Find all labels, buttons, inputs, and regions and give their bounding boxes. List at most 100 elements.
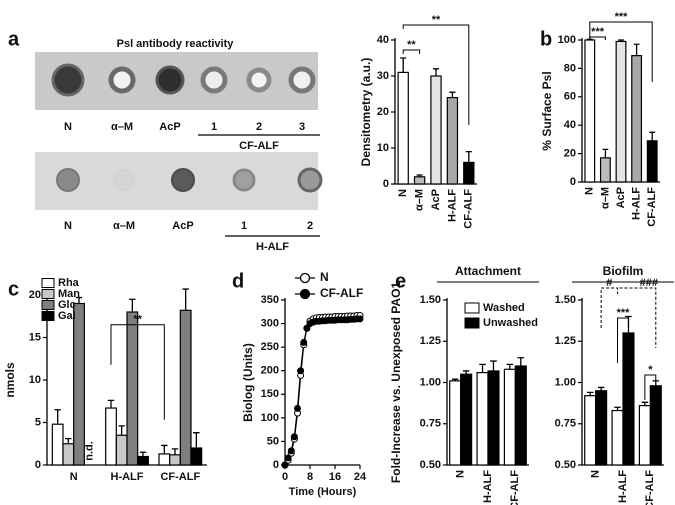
significance-bracket — [600, 287, 619, 328]
error-bar — [54, 409, 61, 425]
significance-bracket — [589, 36, 606, 40]
bar — [463, 161, 475, 185]
legend-swatch — [41, 289, 55, 299]
y-tick-label: 10 — [29, 374, 41, 386]
y-tick-label: 0.75 — [420, 418, 441, 430]
y-tick-label: 1.50 — [555, 294, 576, 306]
y-tick-label: 150 — [261, 388, 279, 400]
y-tick-label: 1.50 — [420, 294, 441, 306]
blot-dot — [108, 66, 136, 94]
y-tick-label: 1.25 — [555, 335, 576, 347]
bar — [73, 302, 85, 466]
blot-dot — [288, 66, 316, 94]
x-tick-label: CF-ALF — [646, 187, 658, 227]
legend-marker — [299, 272, 311, 284]
panel-label: a — [8, 28, 20, 50]
lane-label: α–M — [111, 121, 133, 133]
y-axis-label: % Surface Psl — [540, 71, 554, 150]
chart-title: Attachment — [455, 264, 521, 278]
series-line — [284, 318, 360, 466]
group-label: CF-ALF — [239, 140, 279, 152]
y-tick-label: 0.50 — [555, 459, 576, 471]
y-axis-label: Densitometry (a.u.) — [359, 58, 373, 167]
y-tick-label: 200 — [261, 365, 279, 377]
x-tick-label: AcP — [430, 189, 442, 210]
x-tick-label: AcP — [615, 187, 627, 208]
y-tick-label: 0 — [383, 178, 389, 190]
x-tick-label: α–M — [599, 187, 611, 209]
x-tick-label: N — [70, 471, 78, 483]
y-tick-label: 80 — [564, 62, 576, 74]
bar — [622, 332, 635, 466]
blot-dot — [246, 67, 272, 93]
error-bar — [139, 451, 147, 457]
bar — [615, 40, 627, 183]
lane-label: AcP — [159, 121, 180, 133]
significance-bracket — [617, 317, 629, 363]
lane-label: 1 — [211, 121, 217, 133]
x-tick-label: N — [590, 470, 602, 478]
lane-label: 1 — [241, 220, 247, 232]
significance-label: ** — [133, 314, 142, 326]
y-tick-label: 1.25 — [420, 335, 441, 347]
bar — [430, 75, 442, 185]
error-bar — [171, 448, 179, 455]
significance-label: *** — [615, 11, 629, 23]
data-point — [281, 461, 289, 469]
group-label: H-ALF — [256, 241, 289, 253]
error-bar — [400, 57, 407, 73]
lane-label: α–M — [113, 220, 135, 232]
lane-label: AcP — [172, 220, 193, 232]
x-tick-label: 24 — [354, 471, 367, 483]
y-tick-label: 300 — [261, 317, 279, 329]
legend-marker — [299, 288, 311, 300]
bar — [397, 71, 409, 185]
significance-label: ** — [432, 14, 441, 26]
data-point — [297, 367, 305, 375]
x-tick-label: N — [455, 470, 467, 478]
legend-swatch — [464, 317, 480, 329]
bar — [476, 372, 489, 466]
legend-label: Man — [58, 288, 80, 300]
significance-label: * — [648, 364, 653, 376]
y-axis-label: nmols — [3, 362, 17, 398]
y-tick-label: 0 — [35, 459, 41, 471]
legend-swatch — [41, 311, 55, 321]
blot-dot — [171, 168, 195, 192]
error-bar — [517, 357, 525, 366]
significance-bracket — [589, 21, 653, 82]
x-tick-label: α–M — [414, 189, 426, 211]
bar — [190, 447, 203, 466]
x-tick-label: N — [397, 189, 409, 197]
series-line — [284, 314, 360, 466]
error-bar — [506, 363, 514, 370]
error-bar — [602, 148, 609, 158]
significance-label: # — [606, 277, 612, 289]
bar — [460, 373, 473, 466]
legend-label: CF-ALF — [320, 286, 363, 300]
y-tick-label: 20 — [564, 148, 576, 160]
x-tick-label: CF-ALF — [160, 471, 200, 483]
x-tick-label: H-ALF — [482, 470, 494, 503]
blot-dot — [297, 167, 323, 193]
data-point — [290, 433, 298, 441]
significance-bracket — [402, 49, 421, 54]
error-bar — [490, 360, 497, 371]
error-bar — [633, 43, 640, 56]
y-axis-label: Fold-Increase vs. Unexposed PAO1 — [389, 282, 403, 484]
x-tick-label: 0 — [282, 471, 288, 483]
y-tick-label: 40 — [377, 34, 389, 46]
significance-bracket — [402, 24, 470, 125]
x-tick-label: H-ALF — [111, 471, 144, 483]
blot-dot — [56, 168, 80, 192]
legend-label: Unwashed — [483, 317, 538, 329]
x-tick-label: CF-ALF — [509, 470, 521, 505]
error-bar — [652, 380, 660, 386]
error-bar — [465, 150, 472, 163]
legend-label: Washed — [483, 302, 525, 314]
significance-label: *** — [591, 26, 605, 38]
bar — [126, 311, 139, 466]
bar — [503, 368, 516, 466]
y-tick-label: 1.00 — [555, 376, 576, 388]
